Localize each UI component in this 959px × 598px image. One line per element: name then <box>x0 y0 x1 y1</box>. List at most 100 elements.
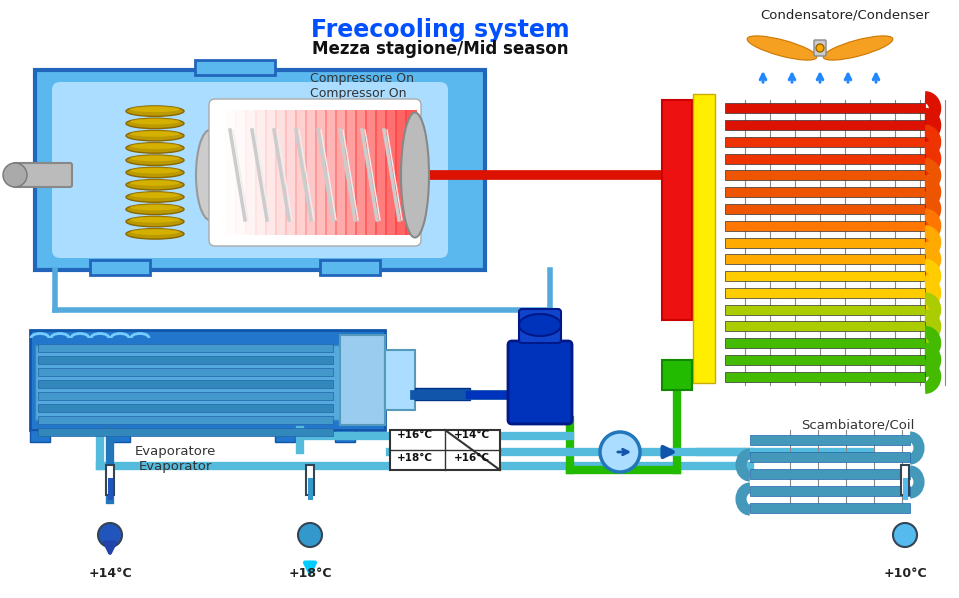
Bar <box>305 110 317 235</box>
Text: Scambiatore/Coil: Scambiatore/Coil <box>802 418 915 431</box>
Bar <box>38 392 333 400</box>
Bar <box>275 110 287 235</box>
Circle shape <box>893 523 917 547</box>
Bar <box>693 94 715 383</box>
FancyBboxPatch shape <box>508 341 572 424</box>
Bar <box>325 110 337 235</box>
Bar <box>30 430 50 442</box>
Text: Mezza stagione/Mid season: Mezza stagione/Mid season <box>312 40 569 58</box>
Ellipse shape <box>130 155 180 161</box>
Circle shape <box>600 432 640 472</box>
Text: +16°C: +16°C <box>397 430 433 440</box>
FancyBboxPatch shape <box>35 70 485 270</box>
Bar <box>725 154 925 164</box>
Bar <box>662 100 692 320</box>
Bar <box>725 271 925 281</box>
Circle shape <box>816 44 824 52</box>
Bar <box>725 221 925 231</box>
Ellipse shape <box>130 229 180 235</box>
Ellipse shape <box>130 216 180 222</box>
Text: +14°C: +14°C <box>454 430 490 440</box>
Bar <box>38 416 333 424</box>
Bar <box>35 345 340 420</box>
Ellipse shape <box>126 228 184 239</box>
Text: Compressore On
Compressor On: Compressore On Compressor On <box>310 72 414 100</box>
Bar <box>215 110 227 235</box>
Bar <box>405 110 417 235</box>
Bar <box>725 355 925 365</box>
Bar <box>385 350 415 410</box>
Bar <box>725 137 925 147</box>
Bar <box>265 110 277 235</box>
Ellipse shape <box>126 106 184 117</box>
Bar <box>390 430 500 470</box>
FancyBboxPatch shape <box>52 82 448 258</box>
Ellipse shape <box>130 167 180 173</box>
Ellipse shape <box>130 192 180 198</box>
Ellipse shape <box>126 204 184 215</box>
Bar <box>295 110 307 235</box>
Bar <box>725 237 925 248</box>
Bar <box>38 368 333 376</box>
Ellipse shape <box>130 118 180 124</box>
Bar <box>725 321 925 331</box>
Ellipse shape <box>130 205 180 210</box>
Bar <box>725 254 925 264</box>
Ellipse shape <box>130 106 180 112</box>
Text: Evaporatore
Evaporator: Evaporatore Evaporator <box>134 445 216 473</box>
Bar <box>38 380 333 388</box>
Bar <box>315 110 327 235</box>
Ellipse shape <box>126 155 184 166</box>
FancyBboxPatch shape <box>814 40 826 56</box>
Bar <box>285 110 297 235</box>
Text: +10°C: +10°C <box>883 567 926 580</box>
Bar <box>245 110 257 235</box>
Ellipse shape <box>126 143 184 153</box>
Bar <box>235 110 247 235</box>
Bar <box>195 60 275 75</box>
Circle shape <box>98 523 122 547</box>
Bar <box>385 110 397 235</box>
Bar <box>725 204 925 214</box>
Ellipse shape <box>126 130 184 141</box>
Bar <box>901 465 909 495</box>
Bar <box>340 335 385 425</box>
Bar <box>90 260 150 275</box>
Bar <box>902 478 907 500</box>
FancyBboxPatch shape <box>519 309 561 343</box>
Bar <box>375 110 387 235</box>
Ellipse shape <box>126 118 184 129</box>
Bar <box>415 388 470 400</box>
Bar <box>38 356 333 364</box>
Circle shape <box>298 523 322 547</box>
Text: +16°C: +16°C <box>454 453 490 463</box>
Bar <box>38 344 333 352</box>
FancyBboxPatch shape <box>13 163 72 187</box>
Bar <box>725 187 925 197</box>
Ellipse shape <box>130 143 180 149</box>
Ellipse shape <box>126 167 184 178</box>
Bar <box>110 430 130 442</box>
Bar <box>335 430 355 442</box>
Bar <box>750 435 910 445</box>
Bar <box>750 469 910 479</box>
Bar <box>750 503 910 513</box>
Bar <box>107 478 112 500</box>
Bar <box>725 120 925 130</box>
Bar <box>38 404 333 412</box>
Ellipse shape <box>196 130 224 220</box>
FancyBboxPatch shape <box>209 99 421 246</box>
Ellipse shape <box>126 179 184 190</box>
Circle shape <box>3 163 27 187</box>
Bar <box>725 304 925 315</box>
Bar <box>750 486 910 496</box>
Text: Freecooling system: Freecooling system <box>311 18 570 42</box>
Bar <box>725 170 925 181</box>
Text: +14°C: +14°C <box>88 567 131 580</box>
Bar <box>306 465 314 495</box>
Bar <box>725 103 925 114</box>
Bar <box>345 110 357 235</box>
Ellipse shape <box>126 216 184 227</box>
Bar <box>355 110 367 235</box>
Bar <box>320 260 380 275</box>
